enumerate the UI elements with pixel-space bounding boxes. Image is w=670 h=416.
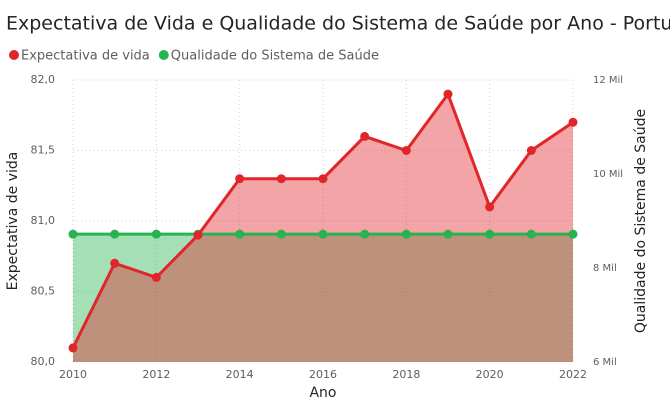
point <box>360 131 370 141</box>
point <box>318 174 328 184</box>
y2-tick-label: 6 Mil <box>593 357 617 368</box>
point <box>193 230 203 240</box>
y-tick-label: 81,0 <box>31 214 56 227</box>
x-tick-label: 2012 <box>142 368 170 381</box>
point <box>68 229 78 239</box>
y2-axis-title: Qualidade do Sistema de Saúde <box>633 109 649 333</box>
y2-tick-label: 8 Mil <box>593 263 617 274</box>
chart-title: Expectativa de Vida e Qualidade do Siste… <box>6 13 670 35</box>
point <box>110 258 120 268</box>
point <box>443 229 453 239</box>
point <box>235 174 245 184</box>
y2-tick-label: 12 Mil <box>593 75 623 86</box>
point <box>110 229 120 239</box>
y-tick-label: 82,0 <box>31 73 56 86</box>
y-tick-label: 80,0 <box>31 355 56 368</box>
legend-label: Expectativa de vida <box>21 49 150 64</box>
point <box>526 146 536 155</box>
y2-tick-label: 10 Mil <box>593 169 623 180</box>
point <box>485 229 495 239</box>
point <box>151 229 161 239</box>
point <box>68 343 78 353</box>
point <box>485 202 495 212</box>
point <box>568 229 578 239</box>
area <box>73 94 573 362</box>
x-tick-label: 2016 <box>309 368 337 381</box>
point <box>360 229 370 239</box>
legend-marker <box>158 50 169 60</box>
point <box>276 229 286 239</box>
x-tick-label: 2010 <box>59 368 87 381</box>
point <box>443 89 453 99</box>
area <box>73 234 573 362</box>
point <box>401 229 411 239</box>
legend-marker <box>9 50 19 60</box>
point <box>276 174 286 184</box>
x-tick-label: 2014 <box>226 368 254 381</box>
point <box>401 146 411 155</box>
point <box>235 229 245 239</box>
point <box>568 117 578 127</box>
y-axis-title: Expectativa de vida <box>5 152 21 291</box>
point <box>318 229 328 239</box>
point <box>526 229 536 239</box>
x-tick-label: 2020 <box>476 368 504 381</box>
x-tick-label: 2022 <box>559 368 587 381</box>
x-tick-label: 2018 <box>392 368 420 381</box>
point <box>151 272 161 282</box>
y-tick-label: 80,5 <box>31 285 56 298</box>
legend-label: Qualidade do Sistema de Saúde <box>171 49 379 64</box>
y-tick-label: 81,5 <box>31 144 56 157</box>
x-axis-title: Ano <box>309 385 336 401</box>
